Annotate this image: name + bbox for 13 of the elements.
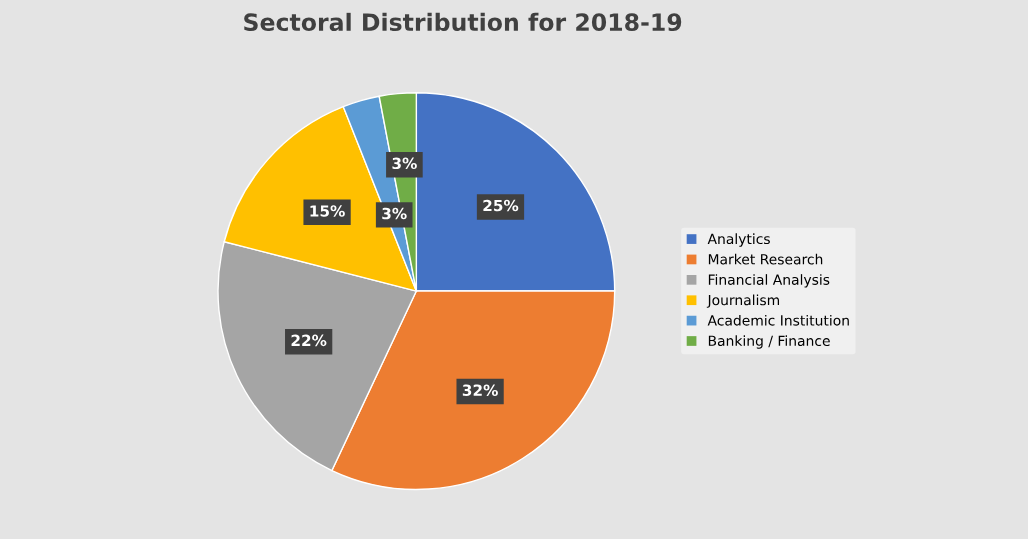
- data-label: 25%: [483, 199, 519, 212]
- chart-title: Sectoral Distribution for 2018-19: [244, 12, 682, 32]
- legend-label: Banking / Finance: [708, 335, 830, 349]
- legend-label: Financial Analysis: [708, 274, 830, 288]
- legend-label: Analytics: [707, 233, 770, 247]
- data-label: 3%: [382, 207, 407, 220]
- data-label: 22%: [291, 334, 327, 347]
- data-label: 3%: [392, 157, 417, 170]
- legend-label: Market Research: [708, 253, 823, 265]
- data-label: 15%: [310, 205, 345, 217]
- legend-label: Journalism: [706, 294, 780, 308]
- legend-label: Academic Institution: [707, 314, 849, 326]
- data-label: 32%: [462, 384, 498, 396]
